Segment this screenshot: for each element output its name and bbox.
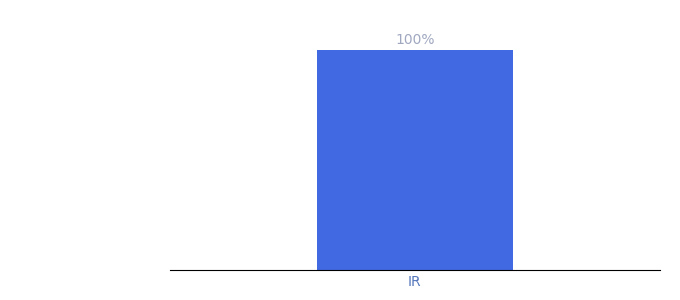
Text: 100%: 100% <box>395 33 435 47</box>
Bar <box>317 50 513 270</box>
